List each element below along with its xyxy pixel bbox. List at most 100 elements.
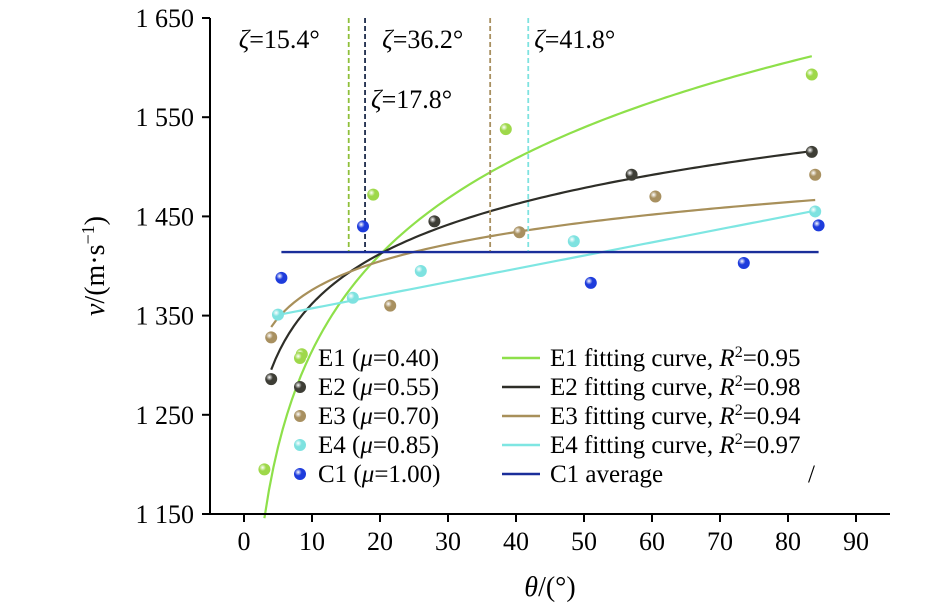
- legend-label: E1 (μ=0.40): [318, 345, 439, 372]
- x-tick-label: 60: [639, 527, 665, 556]
- data-point-series-4: [346, 291, 359, 304]
- legend-fit-label: E1 fitting curve, R2=0.95: [550, 344, 801, 372]
- legend-r2-var: R: [718, 374, 734, 401]
- data-point-series-1: [258, 463, 271, 476]
- x-tick-label: 0: [238, 527, 251, 556]
- data-point-series-1: [367, 188, 380, 201]
- y-axis-exp: −1: [78, 225, 98, 244]
- legend-label: C1 (μ=1.00): [318, 461, 441, 488]
- data-point-series-4: [567, 235, 580, 248]
- legend-fit-label: E3 fitting curve, R2=0.94: [550, 402, 801, 430]
- axes: 0 10 20 30 40 50 60 70 80 90 1 150 1 250 1 350 1 450 1…: [78, 4, 890, 603]
- legend-r2-placeholder: /: [808, 461, 815, 488]
- y-tick-label: 1 350: [136, 302, 195, 331]
- x-tick-label: 10: [299, 527, 325, 556]
- legend-fit-label: C1 average: [550, 461, 663, 488]
- x-tick-label: 50: [571, 527, 597, 556]
- legend-marker: [294, 468, 306, 480]
- data-point-series-3: [265, 331, 278, 344]
- data-point-series-3: [384, 299, 397, 312]
- legend-label-var: μ: [359, 432, 373, 459]
- legend-marker: [294, 352, 306, 364]
- data-point-series-1: [499, 123, 512, 136]
- data-point-series-5: [812, 219, 825, 232]
- legend-label-var: μ: [359, 403, 373, 430]
- y-axis-var: v: [80, 303, 111, 316]
- threshold-annotation: ζ=41.8°: [534, 25, 615, 54]
- legend-r2-var: R: [718, 432, 734, 459]
- fit-curve-1: [263, 55, 813, 519]
- y-tick-label: 1 550: [136, 103, 195, 132]
- legend-label: E2 (μ=0.55): [318, 374, 439, 401]
- legend-label-prefix: E4 (: [318, 432, 360, 459]
- legend-marker: [294, 439, 306, 451]
- data-point-series-3: [649, 190, 662, 203]
- threshold-lines: [347, 18, 530, 252]
- legend-fit-text: E4 fitting curve,: [550, 432, 719, 459]
- data-point-series-3: [809, 168, 822, 181]
- legend-r2-value: =0.95: [743, 345, 801, 372]
- x-tick-label: 90: [843, 527, 869, 556]
- annotation-value: =36.2°: [393, 25, 464, 54]
- legend-fit-text: E2 fitting curve,: [550, 374, 719, 401]
- data-point-series-4: [272, 308, 284, 321]
- annotation-var: ζ: [239, 25, 251, 54]
- annotations: ζ=15.4°ζ=17.8°ζ=36.2° ζ=41.8°: [239, 25, 616, 114]
- annotation-value: =41.8°: [545, 25, 616, 54]
- y-tick-label: 1 250: [136, 401, 195, 430]
- data-point-series-5: [275, 271, 288, 284]
- data-point-series-2: [805, 145, 818, 158]
- legend-label-suffix: =0.55): [373, 374, 439, 401]
- y-axis-title: v/(m·s−1): [78, 216, 111, 316]
- legend-r2-sup: 2: [735, 373, 743, 390]
- y-tick-label: 1 650: [136, 4, 195, 33]
- fit-curve-3: [270, 198, 816, 328]
- legend-r2-sup: 2: [735, 344, 743, 361]
- y-tick-label: 1 150: [136, 500, 195, 529]
- threshold-annotation: ζ=15.4°: [239, 25, 320, 54]
- data-point-series-1: [805, 68, 818, 81]
- legend-label-suffix: =0.40): [373, 345, 439, 372]
- legend-label: E3 (μ=0.70): [318, 403, 439, 430]
- x-tick-label: 80: [775, 527, 801, 556]
- data-points: [258, 68, 825, 476]
- y-axis-unit: /(m·s: [80, 244, 111, 303]
- x-tick-label: 70: [707, 527, 733, 556]
- fit-curves: [263, 55, 819, 519]
- legend-r2-sup: 2: [735, 431, 743, 448]
- legend-fit-text: C1 average: [550, 461, 663, 488]
- legend-label-var: μ: [359, 345, 373, 372]
- annotation-value: =17.8°: [382, 85, 453, 114]
- legend-label-prefix: C1 (: [318, 461, 362, 488]
- x-axis-var: θ: [524, 572, 538, 603]
- legend-r2-var: R: [718, 403, 734, 430]
- threshold-annotation: ζ=17.8°: [371, 85, 452, 114]
- legend-label-prefix: E3 (: [318, 403, 360, 430]
- x-axis-unit: /(°): [538, 572, 576, 603]
- legend-label-suffix: =1.00): [374, 461, 440, 488]
- x-tick-label: 20: [367, 527, 393, 556]
- annotation-var: ζ: [534, 25, 546, 54]
- legend-label-suffix: =0.85): [373, 432, 439, 459]
- fit-curve-4: [277, 209, 816, 317]
- data-point-series-2: [625, 168, 638, 181]
- data-point-series-3: [513, 226, 526, 239]
- y-axis-close: ): [80, 216, 111, 225]
- y-tick-label: 1 450: [136, 202, 195, 231]
- legend-label-var: μ: [361, 461, 375, 488]
- x-tick-label: 30: [435, 527, 461, 556]
- legend-label-prefix: E1 (: [318, 345, 360, 372]
- legend-r2-value: =0.94: [743, 403, 801, 430]
- legend-r2-value: =0.98: [743, 374, 801, 401]
- data-point-series-5: [584, 276, 597, 289]
- legend-r2-sup: 2: [735, 402, 743, 419]
- legend-marker: [294, 410, 306, 422]
- legend-marker: [294, 381, 306, 393]
- legend-fit-text: E1 fitting curve,: [550, 345, 719, 372]
- data-point-series-2: [428, 215, 441, 228]
- legend-r2-value: =0.97: [743, 432, 801, 459]
- legend-label-var: μ: [359, 374, 373, 401]
- x-tick-label: 40: [503, 527, 529, 556]
